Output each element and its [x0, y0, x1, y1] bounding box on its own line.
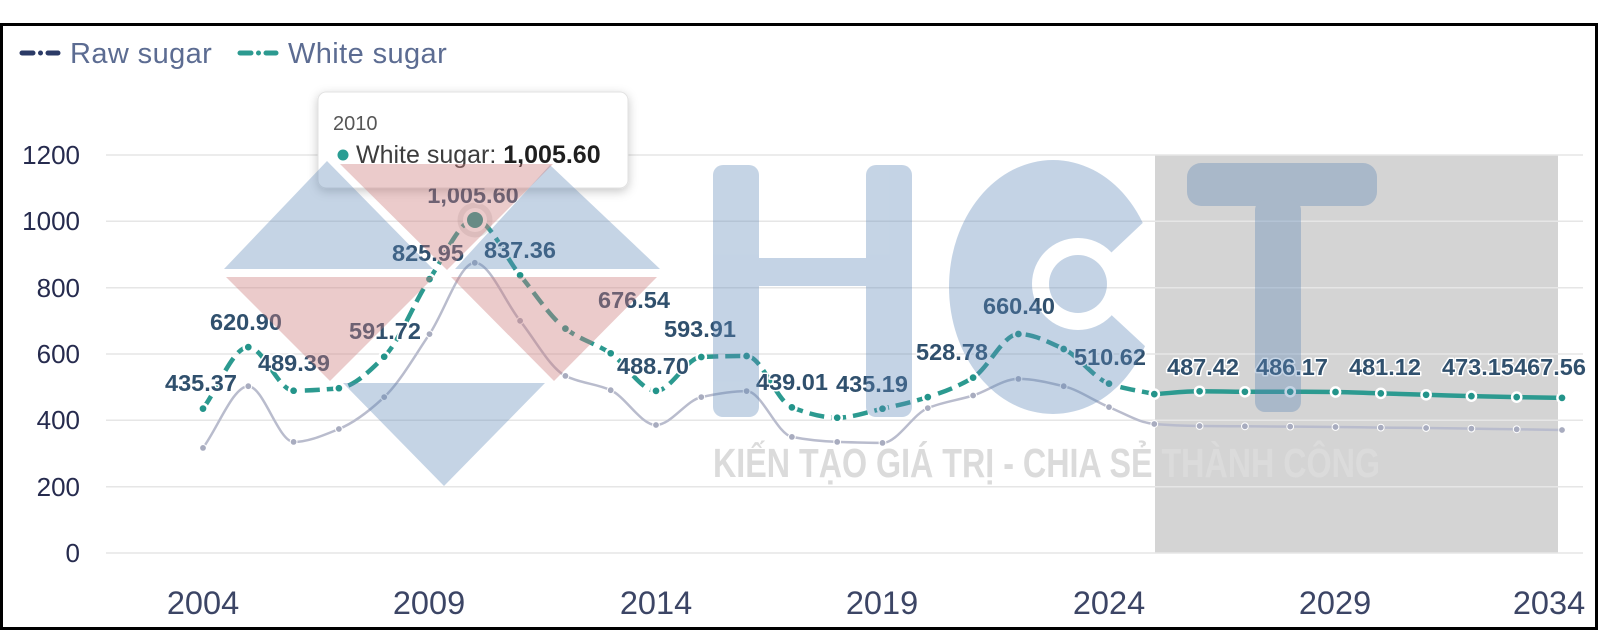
- svg-text:2004: 2004: [167, 585, 239, 621]
- svg-text:489.39: 489.39: [258, 350, 330, 376]
- svg-text:591.72: 591.72: [349, 318, 421, 344]
- svg-text:600: 600: [37, 339, 80, 369]
- svg-text:481.12: 481.12: [1349, 354, 1421, 380]
- svg-text:200: 200: [37, 472, 80, 502]
- svg-text:2024: 2024: [1073, 585, 1145, 621]
- svg-text:Raw sugar: Raw sugar: [70, 38, 212, 70]
- svg-text:439.01: 439.01: [756, 369, 828, 395]
- svg-text:2010: 2010: [333, 113, 378, 135]
- svg-text:800: 800: [37, 273, 80, 303]
- svg-text:486.17: 486.17: [1256, 354, 1328, 380]
- svg-text:473.15: 473.15: [1442, 354, 1514, 380]
- svg-text:510.62: 510.62: [1074, 344, 1146, 370]
- svg-text:837.36: 837.36: [484, 237, 556, 263]
- svg-text:White sugar: 1,005.60: White sugar: 1,005.60: [356, 141, 601, 169]
- svg-text:528.78: 528.78: [916, 339, 988, 365]
- svg-text:White sugar: White sugar: [288, 38, 447, 70]
- svg-text:2009: 2009: [393, 585, 465, 621]
- svg-text:1000: 1000: [22, 206, 80, 236]
- svg-text:435.37: 435.37: [165, 370, 237, 396]
- svg-text:488.70: 488.70: [617, 353, 689, 379]
- svg-text:676.54: 676.54: [598, 287, 670, 313]
- svg-text:593.91: 593.91: [664, 316, 736, 342]
- svg-text:KIẾN TẠO GIÁ TRỊ - CHIA SẺ THÀ: KIẾN TẠO GIÁ TRỊ - CHIA SẺ THÀNH CÔNG: [713, 440, 1380, 486]
- svg-text:400: 400: [37, 405, 80, 435]
- svg-text:2034: 2034: [1513, 585, 1585, 621]
- svg-text:0: 0: [66, 538, 80, 568]
- svg-text:467.56: 467.56: [1514, 354, 1586, 380]
- svg-text:825.95: 825.95: [392, 240, 464, 266]
- svg-text:487.42: 487.42: [1167, 354, 1239, 380]
- svg-text:620.90: 620.90: [210, 309, 282, 335]
- svg-text:660.40: 660.40: [983, 293, 1055, 319]
- svg-text:435.19: 435.19: [836, 371, 908, 397]
- svg-text:2014: 2014: [620, 585, 692, 621]
- svg-text:1200: 1200: [22, 140, 80, 170]
- svg-text:2029: 2029: [1299, 585, 1371, 621]
- svg-text:2019: 2019: [846, 585, 918, 621]
